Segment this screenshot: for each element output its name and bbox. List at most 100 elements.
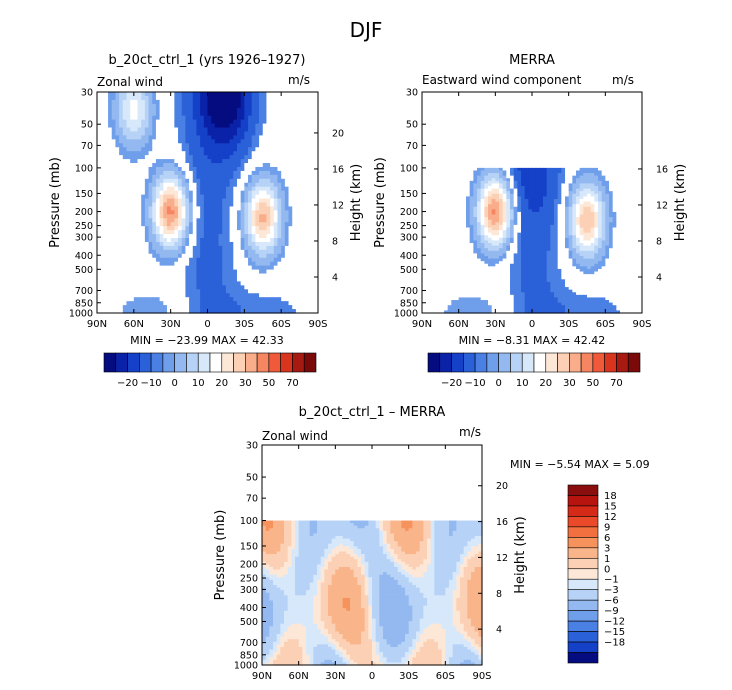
obs-contour-cell [594, 186, 599, 190]
obs-contour-cell [631, 219, 636, 223]
model-contour-cell [203, 127, 209, 133]
obs-contour-cell [491, 178, 496, 182]
obs-contour-cell [634, 178, 639, 182]
model-contour-cell [299, 297, 304, 302]
obs-contour-cell [601, 227, 606, 231]
model-contour-cell [155, 123, 161, 129]
obs-contour-cell [601, 211, 606, 216]
model-contour-cell [292, 99, 297, 105]
model-contour-cell [229, 127, 234, 133]
obs-contour-cell [598, 167, 603, 172]
model-contour-cell [236, 131, 242, 137]
obs-contour-cell [524, 173, 529, 177]
model-contour-cell [310, 174, 315, 180]
model-contour-cell [233, 163, 238, 168]
model-contour-cell [119, 249, 124, 255]
model-contour-cell [130, 245, 135, 251]
obs-contour-cell [524, 191, 529, 195]
model-contour-cell [159, 194, 164, 200]
model-contour-cell [166, 285, 172, 290]
model-contour-cell [244, 253, 249, 259]
obs-contour-cell [532, 214, 537, 218]
model-contour-cell [262, 174, 268, 180]
model-x-tick-label: 30S [235, 319, 254, 330]
model-contour-cell [218, 99, 223, 105]
model-contour-cell [141, 190, 146, 196]
model-contour-cell [203, 261, 209, 267]
obs-contour-cell [616, 198, 621, 203]
obs-contour-cell [612, 214, 617, 218]
model-contour-cell [108, 131, 113, 137]
obs-contour-cell [583, 232, 588, 236]
model-contour-cell [166, 198, 172, 204]
model-contour-cell [259, 285, 264, 290]
model-contour-cell [233, 107, 238, 113]
obs-contour-cell [579, 201, 584, 205]
model-contour-cell [170, 234, 175, 239]
obs-contour-cell [601, 217, 606, 221]
model-contour-cell [284, 92, 290, 97]
model-contour-cell [152, 309, 157, 314]
model-contour-cell [273, 202, 279, 208]
model-contour-cell [233, 206, 238, 211]
obs-contour-cell [576, 173, 581, 177]
model-contour-cell [155, 115, 161, 121]
model-contour-cell [152, 170, 157, 176]
obs-contour-cell [623, 230, 628, 234]
obs-contour-cell [620, 188, 625, 192]
model-contour-cell [266, 143, 271, 148]
obs-contour-cell [488, 232, 493, 236]
model-contour-cell [270, 261, 275, 267]
obs-contour-cell [557, 217, 562, 221]
obs-contour-cell [451, 193, 456, 197]
obs-contour-cell [422, 198, 427, 203]
obs-contour-cell [616, 217, 621, 221]
model-contour-cell [174, 111, 179, 117]
model-contour-cell [310, 218, 315, 223]
obs-contour-cell [576, 188, 581, 192]
model-contour-cell [244, 210, 249, 215]
model-contour-cell [100, 277, 105, 283]
model-contour-cell [130, 92, 135, 97]
model-contour-cell [178, 194, 183, 200]
model-contour-cell [189, 230, 194, 235]
model-contour-cell [244, 139, 249, 144]
obs-contour-cell [605, 211, 610, 216]
model-contour-cell [295, 170, 301, 176]
obs-contour-cell [590, 217, 595, 221]
model-contour-cell [233, 103, 238, 109]
obs-contour-cell [491, 170, 496, 174]
obs-contour-cell [433, 224, 438, 229]
model-contour-cell [273, 151, 279, 156]
obs-contour-cell [444, 188, 449, 192]
model-contour-cell [189, 182, 194, 188]
model-contour-cell [170, 309, 175, 314]
model-contour-cell [189, 257, 194, 263]
model-contour-cell [310, 115, 315, 121]
model-contour-cell [192, 143, 198, 148]
model-contour-cell [97, 159, 102, 164]
model-contour-cell [211, 107, 216, 113]
model-contour-cell [111, 99, 117, 105]
model-contour-cell [281, 186, 286, 192]
model-contour-cell [148, 265, 153, 271]
obs-contour-cell [477, 175, 482, 179]
model-contour-cell [174, 257, 179, 263]
model-contour-cell [111, 127, 117, 133]
model-contour-cell [236, 159, 242, 164]
model-contour-cell [225, 178, 231, 184]
model-contour-cell [203, 119, 209, 125]
model-contour-cell [97, 131, 102, 137]
model-contour-cell [284, 115, 290, 121]
model-contour-cell [181, 214, 186, 219]
model-contour-cell [200, 92, 205, 97]
model-contour-cell [119, 159, 124, 164]
model-contour-cell [185, 115, 190, 121]
model-contour-cell [251, 277, 256, 283]
obs-contour-cell [631, 232, 636, 236]
obs-contour-cell [539, 196, 544, 200]
model-contour-cell [200, 222, 205, 227]
model-contour-cell [130, 174, 135, 180]
obs-contour-cell [517, 217, 522, 221]
model-contour-cell [255, 202, 260, 208]
